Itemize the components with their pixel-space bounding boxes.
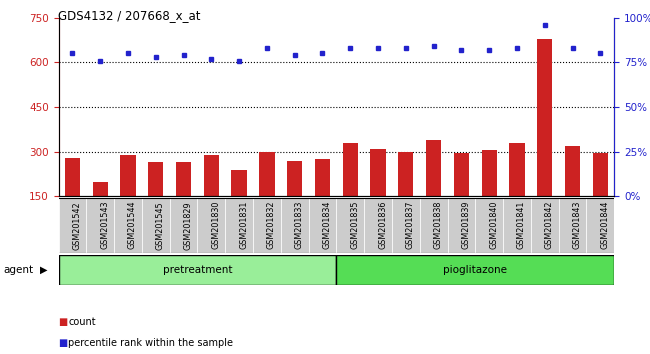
Text: GSM201844: GSM201844: [601, 201, 609, 249]
Bar: [537, 39, 552, 196]
Text: GSM201837: GSM201837: [406, 201, 415, 250]
Text: agent: agent: [3, 265, 33, 275]
Bar: [558, 198, 586, 253]
Text: GSM201839: GSM201839: [462, 201, 471, 250]
Bar: [392, 198, 420, 253]
Bar: [475, 198, 503, 253]
Bar: [503, 198, 531, 253]
Bar: [253, 198, 281, 253]
Bar: [114, 198, 142, 253]
Bar: [226, 198, 253, 253]
Text: GSM201843: GSM201843: [573, 201, 582, 249]
Bar: [420, 198, 447, 253]
Text: GSM201842: GSM201842: [545, 201, 554, 250]
Bar: [565, 146, 580, 196]
Text: GSM201838: GSM201838: [434, 201, 443, 249]
Bar: [364, 198, 392, 253]
Bar: [120, 155, 136, 196]
Text: GSM201542: GSM201542: [72, 201, 81, 250]
Bar: [370, 149, 385, 196]
Text: percentile rank within the sample: percentile rank within the sample: [68, 338, 233, 348]
Bar: [170, 198, 198, 253]
Text: GSM201544: GSM201544: [128, 201, 137, 250]
Bar: [148, 162, 163, 196]
Text: GSM201829: GSM201829: [183, 201, 192, 250]
Bar: [510, 143, 525, 196]
Bar: [259, 152, 274, 196]
Text: GDS4132 / 207668_x_at: GDS4132 / 207668_x_at: [58, 9, 201, 22]
Bar: [203, 155, 219, 196]
Bar: [198, 198, 225, 253]
Bar: [447, 198, 475, 253]
Text: GSM201543: GSM201543: [100, 201, 109, 250]
Bar: [287, 161, 302, 196]
Text: GSM201834: GSM201834: [322, 201, 332, 249]
Bar: [92, 182, 108, 196]
Bar: [337, 255, 614, 285]
Bar: [86, 198, 114, 253]
Bar: [176, 162, 191, 196]
Bar: [309, 198, 337, 253]
Bar: [142, 198, 170, 253]
Bar: [398, 152, 413, 196]
Bar: [426, 140, 441, 196]
Text: GSM201830: GSM201830: [211, 201, 220, 249]
Text: pretreatment: pretreatment: [162, 265, 232, 275]
Text: GSM201833: GSM201833: [294, 201, 304, 249]
Text: ▶: ▶: [40, 265, 47, 275]
Bar: [281, 198, 309, 253]
Bar: [454, 153, 469, 196]
Text: GSM201831: GSM201831: [239, 201, 248, 249]
Text: ■: ■: [58, 338, 68, 348]
Text: GSM201836: GSM201836: [378, 201, 387, 249]
Bar: [58, 198, 86, 253]
Bar: [343, 143, 358, 196]
Bar: [58, 255, 337, 285]
Bar: [531, 198, 559, 253]
Text: GSM201841: GSM201841: [517, 201, 526, 249]
Bar: [482, 150, 497, 196]
Bar: [231, 170, 247, 196]
Text: count: count: [68, 317, 96, 327]
Bar: [65, 158, 80, 196]
Text: GSM201832: GSM201832: [267, 201, 276, 250]
Bar: [593, 153, 608, 196]
Bar: [337, 198, 364, 253]
Text: GSM201545: GSM201545: [156, 201, 164, 250]
Text: pioglitazone: pioglitazone: [443, 265, 507, 275]
Text: GSM201840: GSM201840: [489, 201, 498, 249]
Bar: [315, 159, 330, 196]
Text: ■: ■: [58, 317, 68, 327]
Text: GSM201835: GSM201835: [350, 201, 359, 250]
Bar: [586, 198, 614, 253]
